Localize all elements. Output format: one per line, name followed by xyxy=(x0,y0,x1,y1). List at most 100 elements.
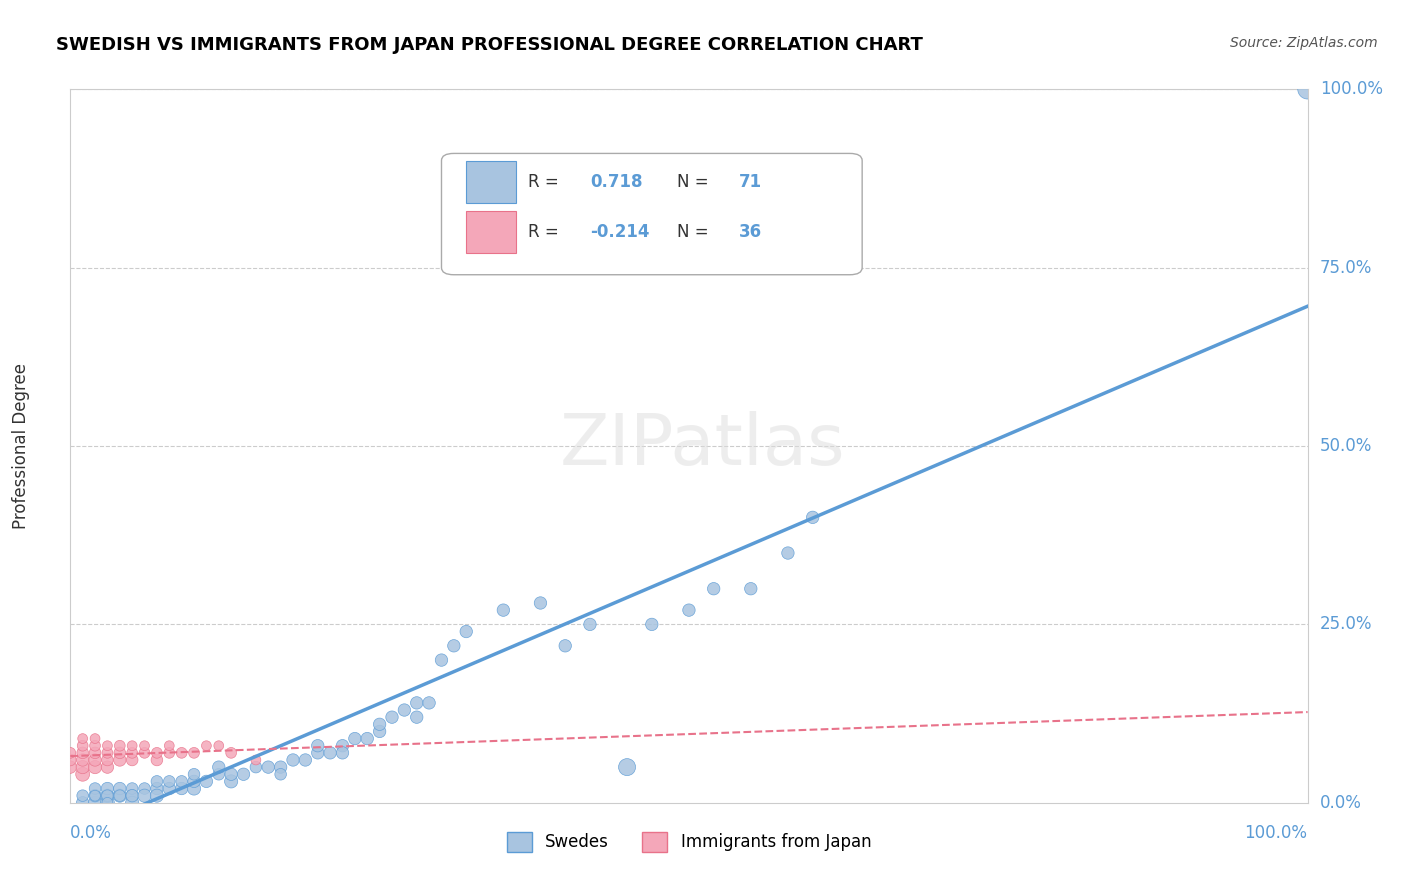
Point xyxy=(96,789,118,803)
Point xyxy=(170,781,193,796)
Point xyxy=(529,596,551,610)
Point xyxy=(157,746,180,760)
Point xyxy=(157,781,180,796)
Point xyxy=(84,789,107,803)
Point xyxy=(121,789,143,803)
Point xyxy=(257,760,280,774)
Point xyxy=(96,781,118,796)
Point xyxy=(208,767,231,781)
Text: 75.0%: 75.0% xyxy=(1320,259,1372,277)
Text: Professional Degree: Professional Degree xyxy=(11,363,30,529)
Point xyxy=(72,789,94,803)
Point xyxy=(294,753,316,767)
Point xyxy=(270,760,292,774)
Point xyxy=(456,624,478,639)
Point xyxy=(72,739,94,753)
Point xyxy=(121,746,143,760)
Point xyxy=(195,739,218,753)
Point xyxy=(134,781,156,796)
Point xyxy=(405,696,427,710)
Point xyxy=(170,746,193,760)
FancyBboxPatch shape xyxy=(441,153,862,275)
Point xyxy=(146,789,169,803)
Point xyxy=(430,653,453,667)
Point xyxy=(84,739,107,753)
Point xyxy=(343,731,366,746)
Point xyxy=(72,767,94,781)
Point xyxy=(84,731,107,746)
Point xyxy=(801,510,824,524)
Text: R =: R = xyxy=(529,173,564,191)
Point xyxy=(170,774,193,789)
Point xyxy=(59,760,82,774)
Point xyxy=(281,753,304,767)
Point xyxy=(84,781,107,796)
Point xyxy=(96,760,118,774)
Point xyxy=(332,739,354,753)
Point xyxy=(146,746,169,760)
Point xyxy=(405,710,427,724)
Text: ZIPatlas: ZIPatlas xyxy=(560,411,846,481)
Point xyxy=(641,617,664,632)
Point xyxy=(72,753,94,767)
Point xyxy=(183,781,205,796)
Point xyxy=(146,753,169,767)
Point xyxy=(307,739,329,753)
Point xyxy=(121,789,143,803)
Point xyxy=(195,774,218,789)
Point xyxy=(183,774,205,789)
Point xyxy=(368,724,391,739)
Point xyxy=(72,796,94,810)
Point xyxy=(121,739,143,753)
Point xyxy=(72,731,94,746)
Point xyxy=(394,703,416,717)
Point xyxy=(84,746,107,760)
Point xyxy=(96,746,118,760)
Point xyxy=(368,717,391,731)
Text: N =: N = xyxy=(676,223,713,241)
Point xyxy=(84,760,107,774)
Point xyxy=(146,774,169,789)
Text: R =: R = xyxy=(529,223,564,241)
Bar xyxy=(467,161,516,203)
Point xyxy=(183,767,205,781)
Point xyxy=(157,739,180,753)
Point xyxy=(134,746,156,760)
Point xyxy=(418,696,440,710)
Point xyxy=(146,781,169,796)
Point xyxy=(108,789,131,803)
Point xyxy=(121,781,143,796)
Point xyxy=(307,746,329,760)
Text: 71: 71 xyxy=(738,173,762,191)
Point xyxy=(59,746,82,760)
Text: 36: 36 xyxy=(738,223,762,241)
Point xyxy=(776,546,799,560)
Text: 100.0%: 100.0% xyxy=(1320,80,1384,98)
Point xyxy=(108,739,131,753)
Text: N =: N = xyxy=(676,173,713,191)
Point xyxy=(319,746,342,760)
Point xyxy=(1296,82,1319,96)
Point xyxy=(219,746,242,760)
Point xyxy=(96,796,118,810)
Point xyxy=(678,603,700,617)
Point xyxy=(157,774,180,789)
Point xyxy=(245,753,267,767)
Point xyxy=(381,710,404,724)
Text: Source: ZipAtlas.com: Source: ZipAtlas.com xyxy=(1230,36,1378,50)
Point xyxy=(356,731,378,746)
Point xyxy=(108,753,131,767)
Bar xyxy=(467,211,516,253)
Point xyxy=(96,796,118,810)
Point xyxy=(208,760,231,774)
Point xyxy=(554,639,576,653)
Text: -0.214: -0.214 xyxy=(591,223,650,241)
Point xyxy=(96,753,118,767)
Point xyxy=(183,746,205,760)
Point xyxy=(96,789,118,803)
Text: 25.0%: 25.0% xyxy=(1320,615,1372,633)
Point xyxy=(245,760,267,774)
Legend: Swedes, Immigrants from Japan: Swedes, Immigrants from Japan xyxy=(501,825,877,859)
Point xyxy=(84,796,107,810)
Point xyxy=(492,603,515,617)
